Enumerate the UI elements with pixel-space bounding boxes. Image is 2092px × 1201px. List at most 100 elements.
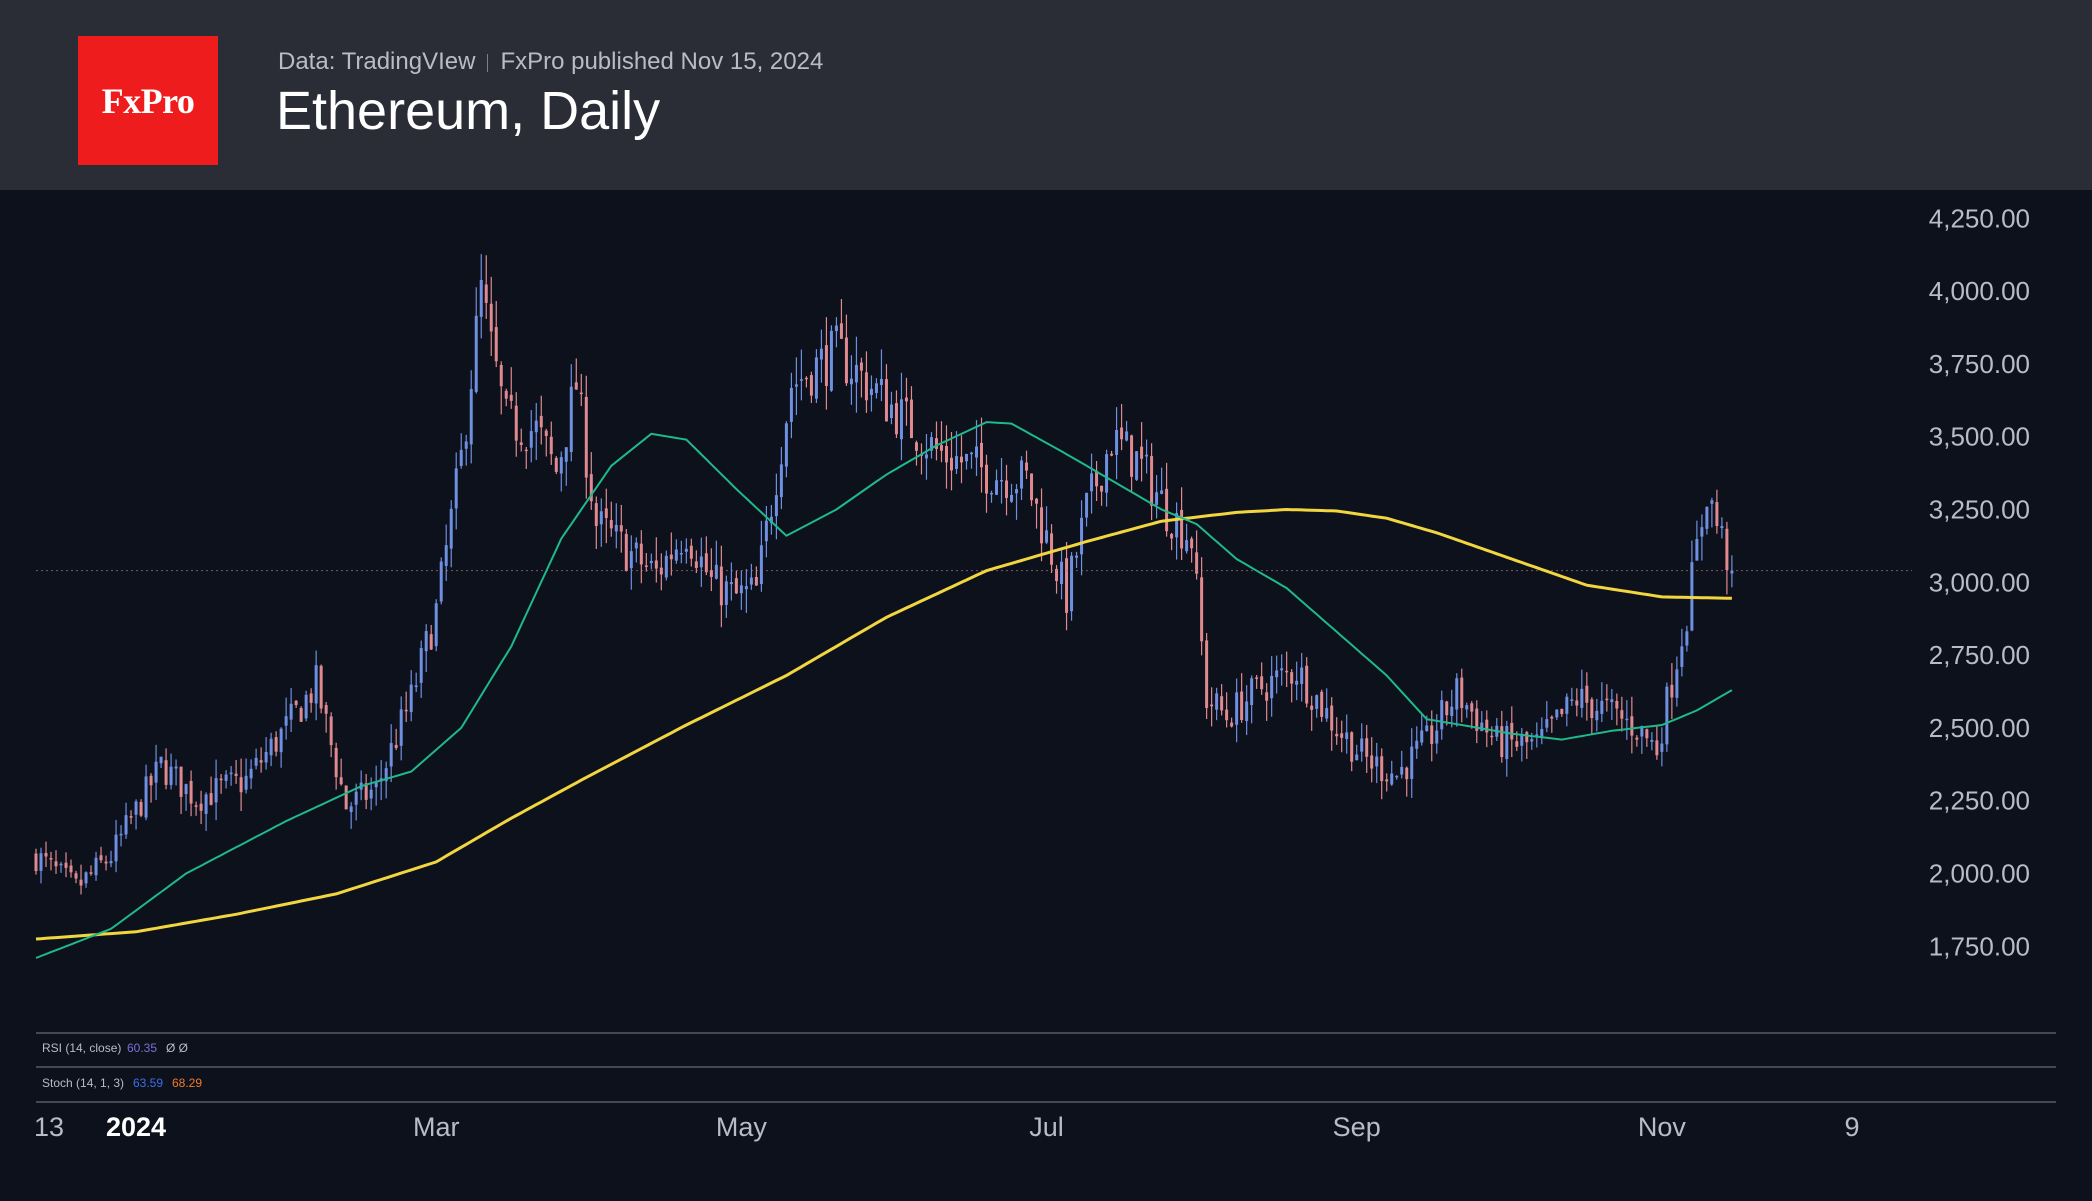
candle-body <box>559 457 563 474</box>
candle-body <box>1285 670 1289 673</box>
candle-body <box>404 709 408 712</box>
y-axis: 4,250.00 4,000.00 3,750.00 3,500.00 3,250.00… <box>1929 203 2030 961</box>
fxpro-logo: FxPro <box>78 36 218 165</box>
candle-body <box>684 548 688 552</box>
candle-body <box>634 542 638 549</box>
stoch-label: Stoch (14, 1, 3) <box>42 1076 124 1090</box>
candle-body <box>879 378 883 386</box>
candle-body <box>1610 699 1614 703</box>
x-tick-label: Sep <box>1333 1112 1381 1142</box>
candle-body <box>489 303 493 332</box>
candle-body <box>294 700 298 706</box>
candle-body <box>699 556 703 568</box>
candle-body <box>1050 533 1054 565</box>
candle-body <box>949 457 953 471</box>
candle-body <box>854 364 858 383</box>
candle-body <box>719 566 723 606</box>
y-tick-label: 3,000.00 <box>1929 567 2030 597</box>
candle-body <box>1310 705 1314 710</box>
candle-body <box>1130 435 1134 477</box>
candle-body <box>1100 485 1104 492</box>
candle-body <box>1165 488 1169 532</box>
candle-body <box>89 872 93 874</box>
candle-body <box>604 508 608 519</box>
candle-body <box>1500 726 1504 757</box>
candle-body <box>664 555 668 578</box>
candle-body <box>49 858 53 860</box>
candle-body <box>774 495 778 517</box>
x-tick-label: May <box>716 1112 768 1142</box>
candle-body <box>1720 526 1724 529</box>
candle-body <box>339 777 343 785</box>
candle-body <box>1020 460 1024 489</box>
candle-body <box>214 778 218 803</box>
candle-body <box>1665 686 1669 745</box>
candle-body <box>144 776 148 818</box>
candle-body <box>1655 740 1659 756</box>
candle-body <box>329 716 333 746</box>
candle-body <box>164 760 168 785</box>
candle-body <box>34 853 38 872</box>
candle-body <box>1325 708 1329 719</box>
candle-body <box>234 773 238 776</box>
candle-body <box>1360 738 1364 752</box>
candle-body <box>84 872 88 884</box>
candle-body <box>1300 667 1304 684</box>
candle-body <box>399 709 403 746</box>
candle-body <box>1700 527 1704 537</box>
candle-body <box>349 806 353 813</box>
candle-body <box>374 781 378 788</box>
candle-body <box>744 586 748 590</box>
candle-body <box>199 803 203 811</box>
candle-body <box>364 783 368 800</box>
candle-body <box>985 464 989 494</box>
candle-body <box>229 772 233 775</box>
candle-body <box>674 549 678 561</box>
candle-body <box>474 315 478 392</box>
candle-body <box>1045 530 1049 543</box>
candle-body <box>514 405 518 441</box>
candle-body <box>1115 430 1119 455</box>
candle-body <box>1390 773 1394 785</box>
candle-body <box>249 768 253 779</box>
candle-body <box>1715 502 1719 526</box>
candle-body <box>1365 738 1369 757</box>
candle-body <box>1055 568 1059 581</box>
candle-body <box>1205 640 1209 709</box>
candle-body <box>944 446 948 463</box>
candle-body <box>1140 446 1144 459</box>
rsi-label: RSI (14, close) <box>42 1041 121 1055</box>
candle-body <box>224 774 228 781</box>
candle-body <box>1275 670 1279 678</box>
candle-body <box>1595 710 1599 721</box>
candle-body <box>1195 552 1199 574</box>
candle-body <box>1335 733 1339 737</box>
candle-body <box>209 793 213 805</box>
candle-body <box>749 577 753 585</box>
candle-body <box>649 560 653 564</box>
candle-body <box>954 456 958 469</box>
candle-body <box>1135 451 1139 480</box>
candle-body <box>1380 756 1384 782</box>
candle-body <box>1230 722 1234 727</box>
candle-body <box>584 396 588 478</box>
candle-body <box>554 457 558 472</box>
candle-body <box>369 789 373 799</box>
candle-body <box>119 833 123 836</box>
candle-body <box>394 744 398 749</box>
chart-title: Ethereum, Daily <box>276 81 661 141</box>
y-tick-label: 2,250.00 <box>1929 786 2030 816</box>
candle-body <box>1600 700 1604 714</box>
candle-body <box>1445 701 1449 716</box>
candle-body <box>1615 700 1619 709</box>
candle-body <box>409 684 413 713</box>
candle-body <box>914 442 918 451</box>
candle-body <box>1150 456 1154 506</box>
candle-body <box>1210 704 1214 707</box>
candle-body <box>454 468 458 509</box>
candle-body <box>244 775 248 790</box>
candle-body <box>729 582 733 585</box>
candle-body <box>334 747 338 778</box>
candle-body <box>1565 696 1569 714</box>
candle-body <box>564 447 568 462</box>
